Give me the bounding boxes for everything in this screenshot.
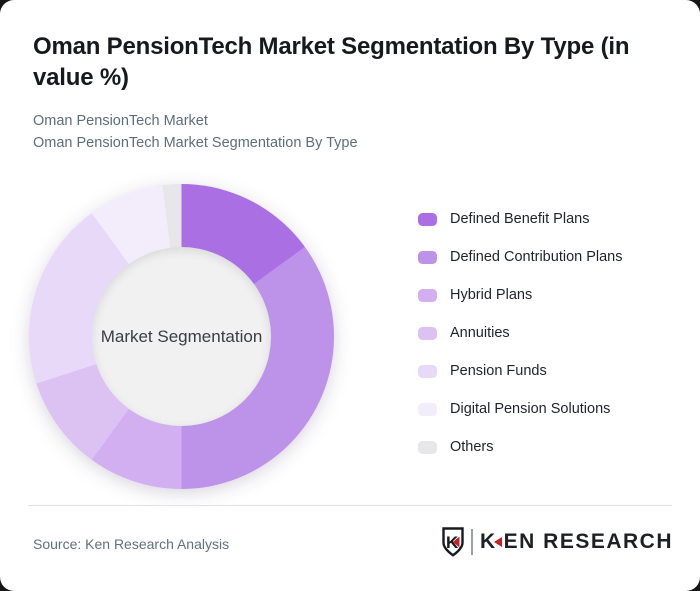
legend-item[interactable]: Defined Benefit Plans xyxy=(418,200,623,238)
donut-hole: Market Segmentation xyxy=(92,247,271,426)
legend-item[interactable]: Digital Pension Solutions xyxy=(418,390,623,428)
legend-item[interactable]: Hybrid Plans xyxy=(418,276,623,314)
footer-divider xyxy=(28,505,672,506)
legend-item[interactable]: Annuities xyxy=(418,314,623,352)
logo-shield-red-triangle-icon xyxy=(452,536,460,548)
legend-swatch xyxy=(418,364,437,378)
donut-center-label: Market Segmentation xyxy=(100,326,263,346)
page-title-line-1: Oman PensionTech Market Segmentation By … xyxy=(33,33,630,60)
logo-wordmark: K EN RESEARCH xyxy=(480,530,673,554)
legend-item[interactable]: Defined Contribution Plans xyxy=(418,238,623,276)
logo-shield-letter: K xyxy=(446,533,459,552)
logo-red-triangle-icon xyxy=(493,537,502,547)
source-text: Source: Ken Research Analysis xyxy=(33,536,230,552)
subtitle-line-1: Oman PensionTech Market xyxy=(33,113,208,129)
donut-chart: Market Segmentation xyxy=(29,184,334,489)
page-title-line-2: value %) xyxy=(33,64,129,91)
legend-swatch xyxy=(418,326,437,340)
subtitle-line-2: Oman PensionTech Market Segmentation By … xyxy=(33,134,358,151)
legend-label: Annuities xyxy=(450,325,510,341)
legend-label: Pension Funds xyxy=(450,363,547,379)
chart-legend: Defined Benefit Plans Defined Contributi… xyxy=(418,200,623,466)
legend-item[interactable]: Others xyxy=(418,428,623,466)
ken-research-logo: K K EN RESEARCH xyxy=(441,527,673,557)
legend-label: Hybrid Plans xyxy=(450,287,533,303)
page-title: Oman PensionTech Market Segmentation By … xyxy=(33,31,683,93)
legend-label: Defined Benefit Plans xyxy=(450,211,590,227)
logo-divider xyxy=(470,529,473,555)
legend-label: Digital Pension Solutions xyxy=(450,401,611,417)
legend-label: Defined Contribution Plans xyxy=(450,249,623,265)
logo-shield-icon: K xyxy=(442,527,464,557)
legend-swatch xyxy=(418,288,437,302)
logo-wordmark-rest: EN RESEARCH xyxy=(503,530,673,553)
legend-swatch xyxy=(418,440,437,454)
legend-swatch xyxy=(418,212,437,226)
legend-swatch xyxy=(418,402,437,416)
logo-wordmark-k: K xyxy=(479,530,497,553)
chart-subtitle: Oman PensionTech Market Oman PensionTech… xyxy=(33,111,358,154)
legend-swatch xyxy=(418,250,437,264)
legend-item[interactable]: Pension Funds xyxy=(418,352,623,390)
legend-label: Others xyxy=(450,439,494,455)
